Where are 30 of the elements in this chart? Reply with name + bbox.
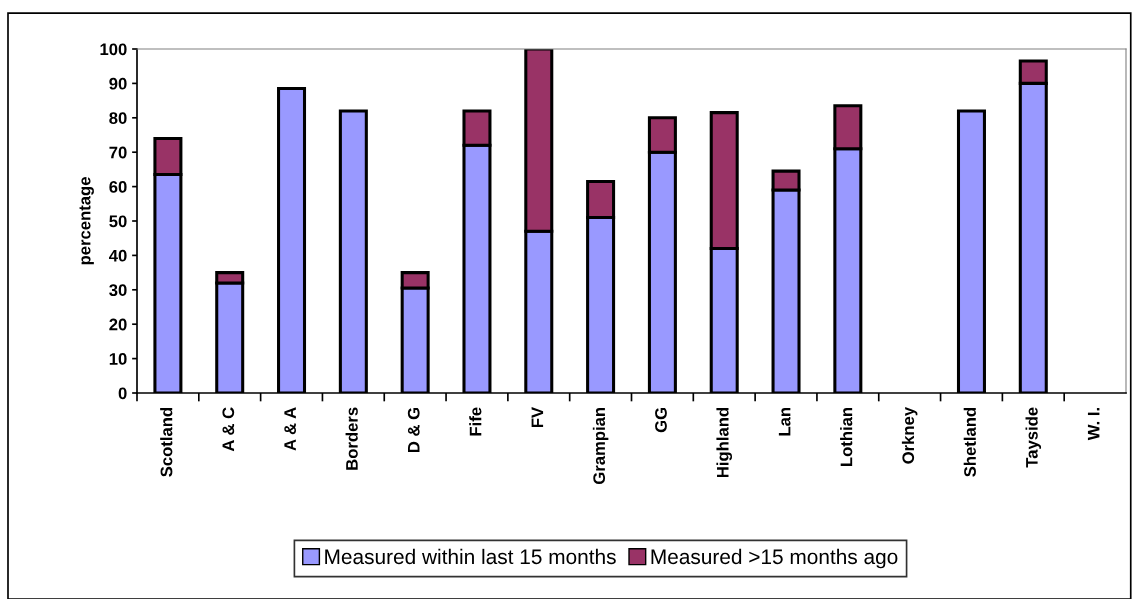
y-tick-label: 30: [109, 284, 127, 297]
x-tick-label: A & C: [222, 407, 235, 452]
y-tick-label: 40: [108, 249, 127, 262]
y-tick-label: 60: [109, 181, 127, 193]
x-tick-label: Fife: [469, 407, 482, 436]
y-tick-label: 0: [118, 387, 127, 400]
x-tick-label: Grampian: [592, 407, 609, 484]
legend-label: Measured >15 months ago: [651, 548, 898, 569]
x-tick-label: A & A: [284, 407, 297, 451]
x-tick-label: Lan: [778, 407, 791, 436]
x-tick-label: FV: [531, 407, 544, 428]
y-tick-label: 50: [109, 215, 127, 228]
y-tick-label: 90: [109, 77, 127, 90]
x-tick-label: Tayside: [1025, 407, 1042, 468]
y-axis-title: percentage: [79, 177, 94, 265]
y-tick-label: 10: [109, 353, 127, 365]
x-tick-label: Shetland: [963, 407, 976, 477]
x-tick-label: Borders: [345, 407, 358, 470]
y-tick-label: 80: [109, 112, 127, 124]
y-tick-label: 20: [109, 318, 127, 331]
x-tick-label: Lothian: [840, 407, 853, 466]
x-tick-label: W. I.: [1087, 408, 1100, 441]
x-tick-label: GG: [655, 407, 667, 433]
x-tick-label: D & G: [407, 407, 420, 453]
y-tick-label: 70: [109, 146, 127, 159]
x-tick-label: Scotland: [160, 407, 173, 477]
y-tick-label: 100: [100, 43, 127, 56]
x-tick-label: Highland: [716, 407, 733, 478]
legend-label: Measured within last 15 months: [325, 548, 616, 565]
x-tick-label: Orkney: [901, 406, 918, 464]
